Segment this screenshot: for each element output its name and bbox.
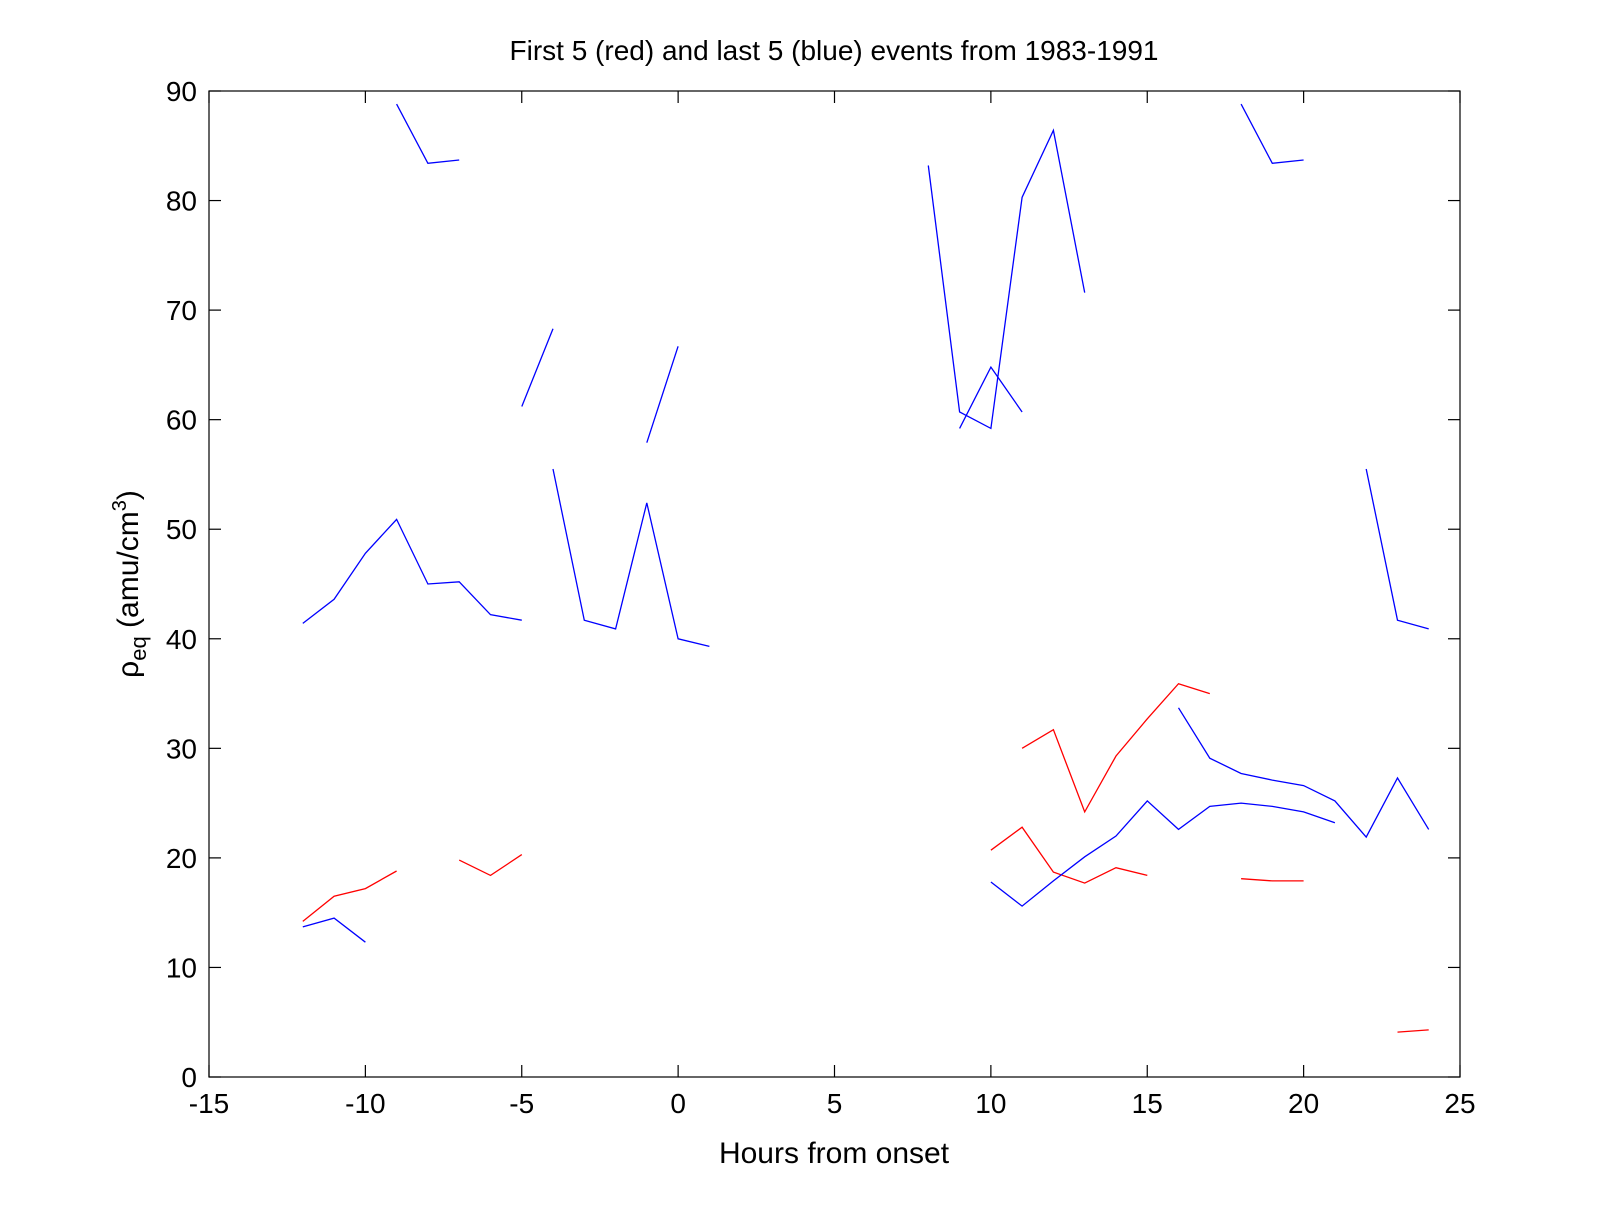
y-axis-label-rho: ρ — [112, 661, 145, 678]
y-axis-label: ρeq (amu/cm3) — [109, 490, 151, 678]
chart-title: First 5 (red) and last 5 (blue) events f… — [510, 35, 1159, 66]
series-line-blue-12 — [552, 468, 710, 648]
series-line-red-1 — [302, 870, 397, 922]
y-axis-label-close: ) — [112, 490, 145, 500]
x-tick-label: 0 — [670, 1088, 686, 1119]
y-tick-label: 20 — [166, 843, 197, 874]
y-axis-label-subscript: eq — [126, 636, 151, 660]
x-tick-label: -5 — [509, 1088, 534, 1119]
x-tick-label: 10 — [975, 1088, 1006, 1119]
y-tick-label: 90 — [166, 76, 197, 107]
y-axis-label-superscript: 3 — [109, 500, 131, 511]
series-layer — [302, 103, 1430, 1033]
y-tick-label: 10 — [166, 952, 197, 983]
series-line-red-2 — [458, 854, 523, 877]
axes-box — [208, 90, 1461, 1078]
y-tick-label: 60 — [166, 405, 197, 436]
y-tick-label: 40 — [166, 624, 197, 655]
y-tick-label: 50 — [166, 514, 197, 545]
y-axis-label-units: (amu/cm — [112, 511, 145, 636]
y-tick-label: 70 — [166, 295, 197, 326]
series-line-blue-8 — [302, 518, 522, 624]
y-tick-label: 0 — [181, 1062, 197, 1093]
series-line-blue-14 — [959, 365, 1023, 429]
series-line-red-5 — [1241, 878, 1304, 882]
x-tick-label: -15 — [189, 1088, 229, 1119]
series-line-blue-17 — [1240, 103, 1304, 164]
series-line-blue-16 — [1177, 707, 1430, 839]
series-line-blue-18 — [1365, 468, 1429, 630]
y-tick-label: 80 — [166, 186, 197, 217]
series-line-blue-11 — [646, 346, 679, 443]
x-tick-label: 15 — [1132, 1088, 1163, 1119]
x-tick-label: -10 — [345, 1088, 385, 1119]
series-line-blue-15 — [990, 799, 1336, 907]
x-tick-label: 25 — [1444, 1088, 1475, 1119]
ticks-layer: -15 -10 -5 0 5 10 15 20 25 0 10 20 30 40 50 60 70 80 90 — [166, 76, 1476, 1119]
series-line-red-3 — [990, 826, 1148, 884]
x-tick-label: 5 — [827, 1088, 843, 1119]
series-line-blue-10 — [521, 328, 554, 407]
x-tick-label: 20 — [1288, 1088, 1319, 1119]
series-line-blue-13 — [927, 128, 1086, 430]
series-line-blue-7 — [302, 917, 366, 943]
series-line-red-4 — [1021, 682, 1210, 814]
series-line-blue-9 — [396, 103, 460, 164]
plot-area — [209, 91, 1460, 1077]
series-line-red-6 — [1397, 1029, 1429, 1033]
x-axis-label: Hours from onset — [719, 1137, 950, 1170]
y-tick-label: 30 — [166, 733, 197, 764]
